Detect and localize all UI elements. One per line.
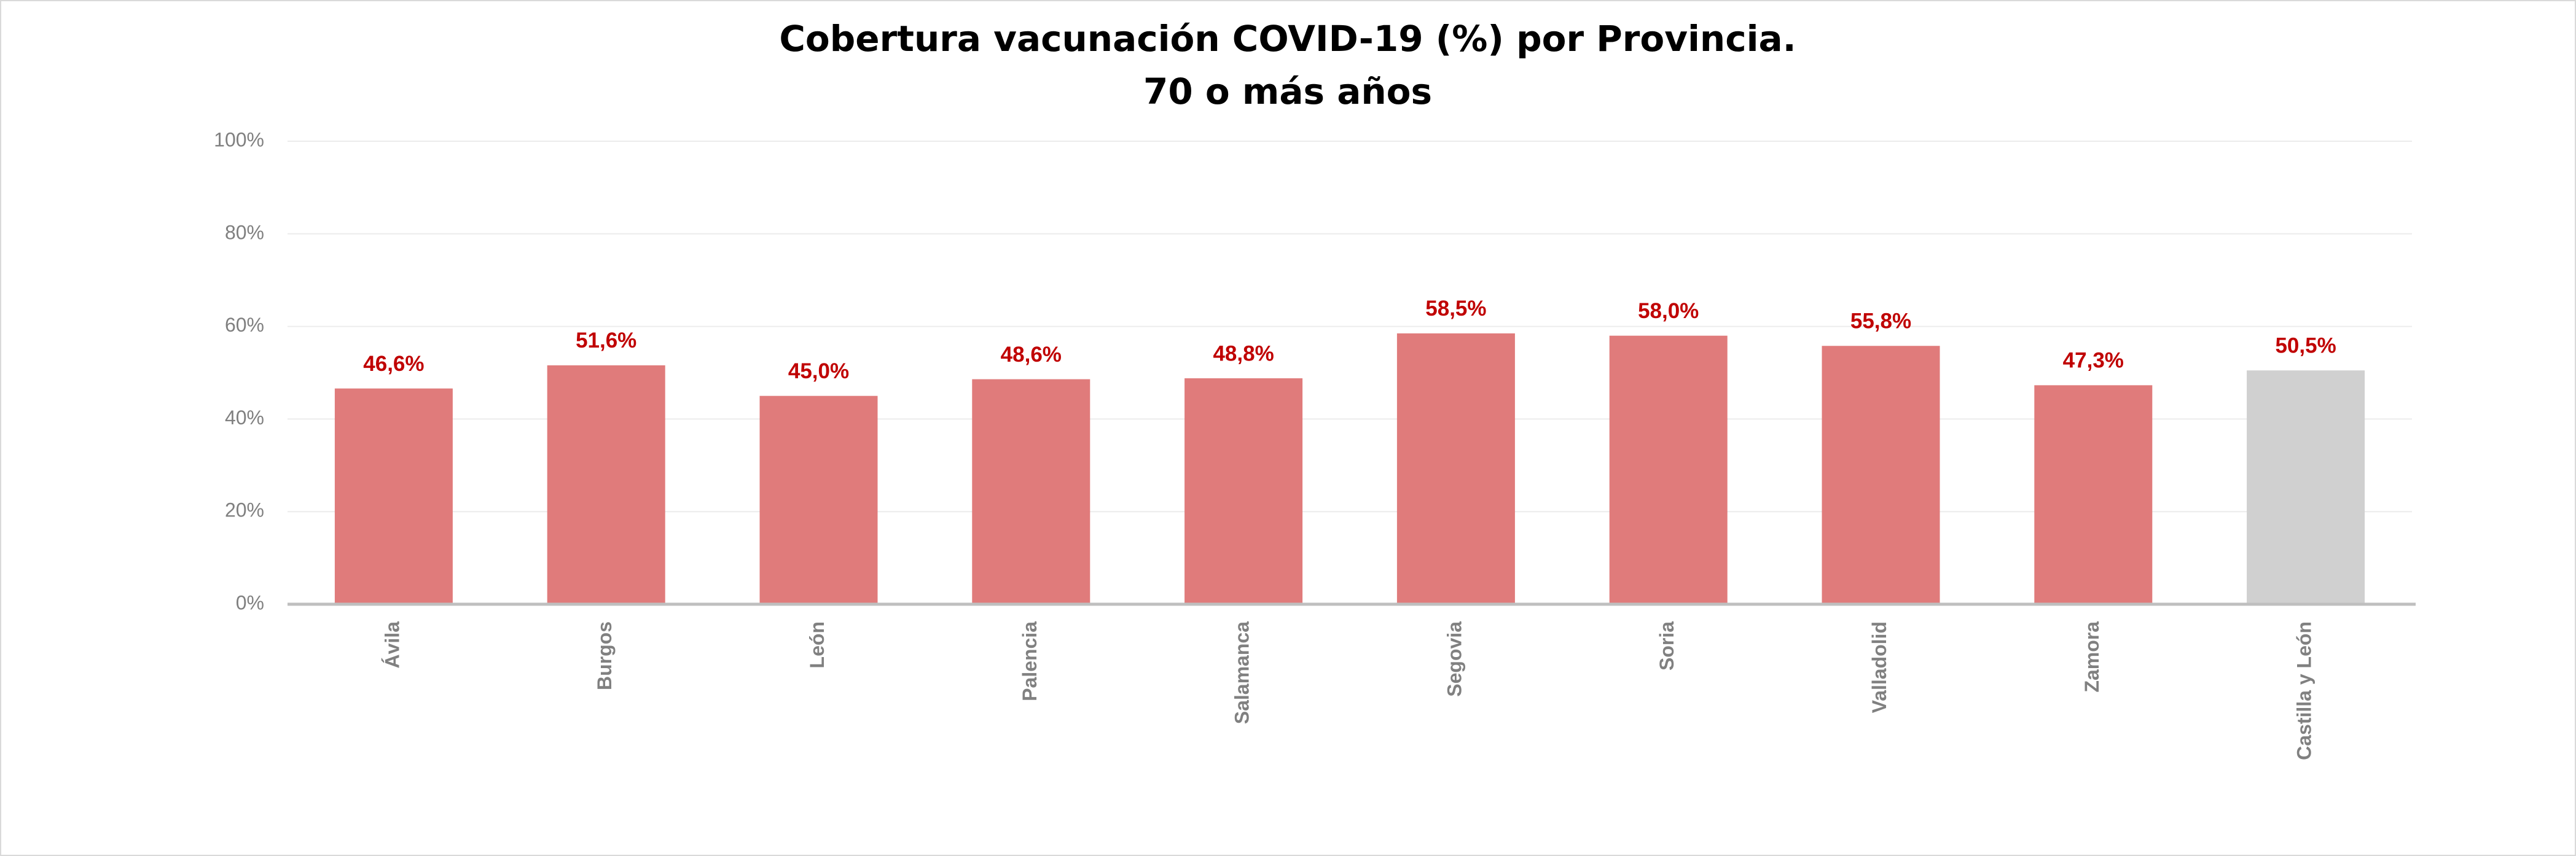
y-tick-label: 0% <box>236 591 264 613</box>
x-tick-label: León <box>806 621 828 668</box>
x-tick-label: Ávila <box>381 621 403 669</box>
x-tick-label: Zamora <box>2081 621 2103 693</box>
bar <box>972 379 1090 604</box>
y-tick-label: 20% <box>225 499 264 521</box>
chart-subtitle: 70 o más años <box>1143 71 1432 112</box>
bar <box>759 395 878 604</box>
x-tick-label: Valladolid <box>1868 621 1890 713</box>
bar <box>1822 346 1940 604</box>
bar <box>2247 370 2365 604</box>
bar <box>1396 333 1515 604</box>
value-label: 48,6% <box>1001 343 1062 367</box>
value-label: 51,6% <box>576 329 636 352</box>
y-tick-label: 60% <box>225 314 264 336</box>
y-tick-label: 40% <box>225 407 264 429</box>
value-label: 48,8% <box>1213 341 1274 365</box>
value-label: 58,0% <box>1638 299 1699 323</box>
bar <box>1609 335 1728 604</box>
bar <box>2034 385 2153 604</box>
y-tick-label: 80% <box>225 221 264 243</box>
chart-title: Cobertura vacunación COVID-19 (%) por Pr… <box>779 18 1796 60</box>
bar <box>1184 378 1303 604</box>
value-label: 47,3% <box>2063 349 2124 373</box>
bar <box>334 388 453 604</box>
x-tick-label: Burgos <box>593 621 616 690</box>
x-tick-label: Castilla y León <box>2293 621 2316 760</box>
bar <box>547 365 665 604</box>
value-label: 45,0% <box>788 359 849 383</box>
y-tick-label: 100% <box>214 128 264 150</box>
x-tick-label: Palencia <box>1019 621 1041 701</box>
x-tick-label: Soria <box>1656 621 1678 671</box>
value-label: 46,6% <box>363 352 424 376</box>
x-tick-label: Salamanca <box>1231 621 1253 724</box>
value-label: 50,5% <box>2275 333 2336 357</box>
value-label: 58,5% <box>1425 297 1486 321</box>
x-tick-label: Segovia <box>1443 621 1465 697</box>
value-label: 55,8% <box>1850 309 1911 333</box>
